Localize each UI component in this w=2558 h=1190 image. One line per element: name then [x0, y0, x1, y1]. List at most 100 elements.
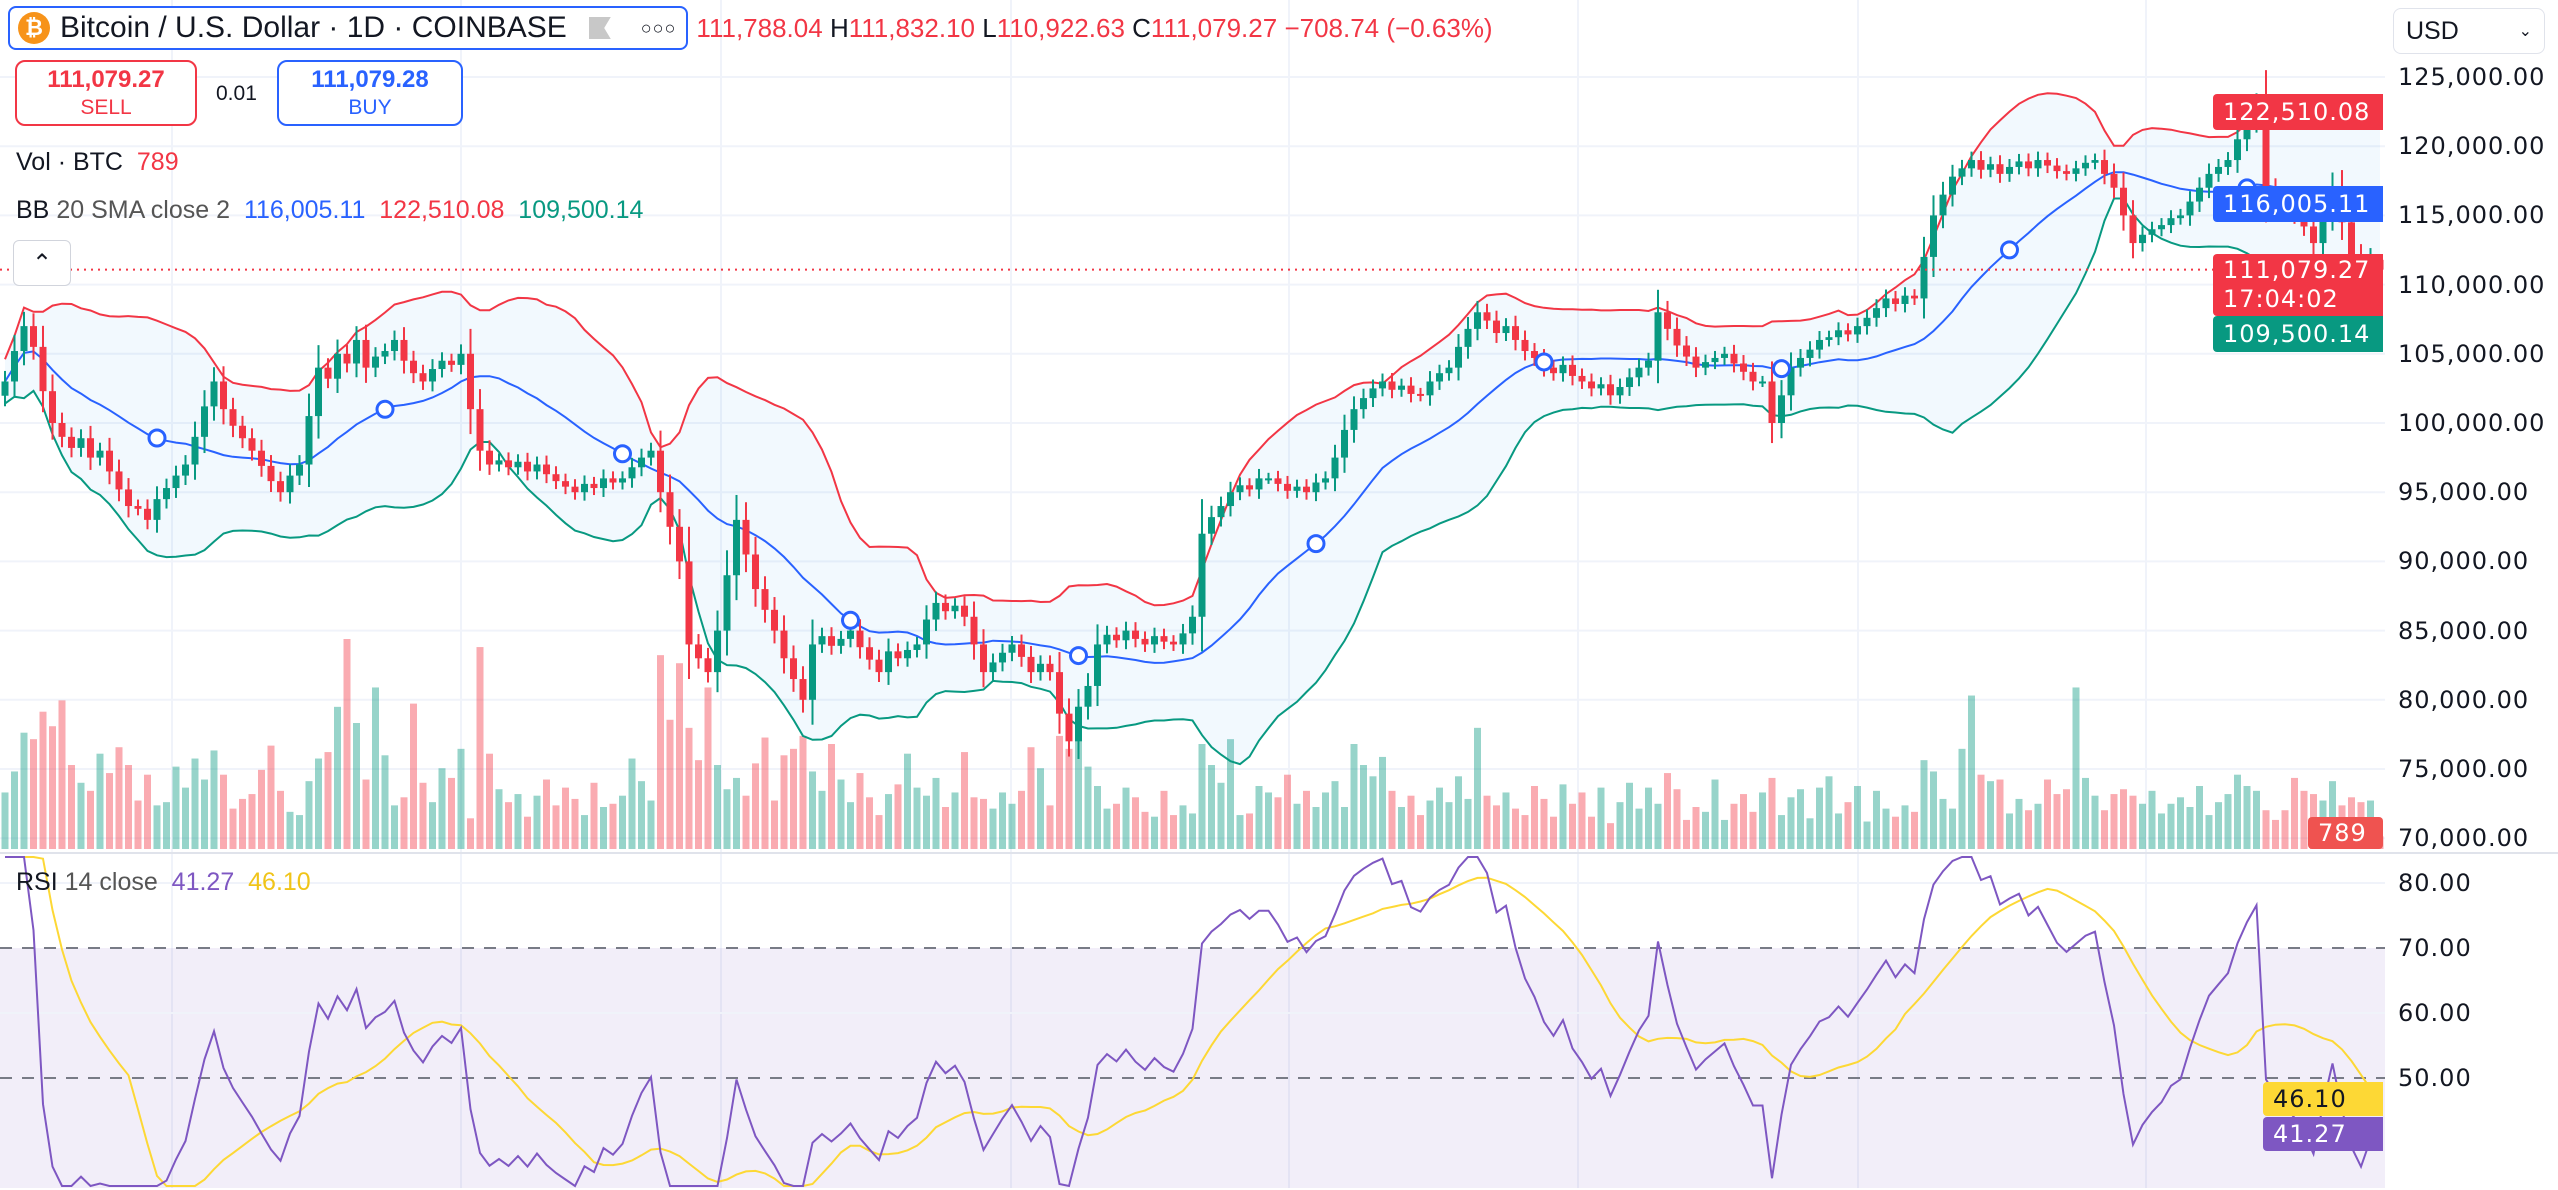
candle-body — [799, 679, 807, 700]
candle-body — [87, 438, 94, 458]
candle — [106, 437, 113, 485]
candle — [1531, 343, 1538, 366]
candle — [1303, 479, 1310, 500]
candle-body — [2129, 215, 2137, 244]
candle-body — [638, 457, 645, 468]
volume-bar — [2205, 815, 2213, 849]
candle — [657, 430, 664, 513]
buy-button[interactable]: 111,079.28 BUY — [277, 60, 463, 126]
volume-bar — [1227, 739, 1234, 849]
candle — [619, 471, 626, 490]
candle-body — [875, 659, 883, 673]
candle-body — [619, 478, 626, 483]
candle-body — [1854, 326, 1861, 335]
candle — [1388, 373, 1396, 399]
candle — [1844, 323, 1852, 342]
candle-body — [2139, 234, 2146, 244]
rsi-line — [5, 856, 2381, 1188]
candle-body — [1094, 644, 1101, 686]
volume-tag: 789 — [2308, 817, 2383, 849]
candle-body — [1721, 353, 1728, 358]
candle — [2006, 159, 2013, 182]
volume-bar — [1350, 744, 1358, 849]
bb-lower-line — [4, 197, 2381, 766]
candle — [1512, 315, 1519, 351]
candle — [951, 598, 959, 619]
more-icon[interactable]: ○○○ — [640, 17, 677, 38]
candle — [1113, 627, 1120, 648]
candle — [1170, 635, 1177, 651]
volume-bar — [571, 798, 579, 849]
candle-body — [115, 471, 123, 490]
event-marker-icon — [613, 444, 632, 464]
volume-bar — [543, 779, 550, 849]
candle — [514, 454, 522, 475]
flag-icon[interactable] — [588, 17, 611, 39]
candle-body — [2177, 215, 2184, 219]
volume-bar — [1265, 792, 1272, 849]
candle-body — [999, 652, 1006, 663]
volume-bar — [885, 794, 892, 849]
price-axis-label: 70,000.00 — [2398, 824, 2530, 853]
volume-bar — [619, 795, 626, 849]
rsi-axis-label: 80.00 — [2398, 869, 2472, 897]
candle-body — [134, 506, 142, 509]
volume-bar — [581, 815, 588, 849]
volume-bar — [2253, 790, 2260, 849]
candle-body — [1379, 381, 1386, 389]
bb-legend[interactable]: BB 20 SMA close 2 116,005.11 122,510.08 … — [16, 196, 643, 225]
collapse-legend-button[interactable]: ⌃ — [13, 240, 71, 286]
candle — [1284, 475, 1291, 499]
volume-bar — [1274, 797, 1282, 849]
candle-body — [1, 381, 9, 396]
candle — [1369, 379, 1377, 408]
candle-body — [1616, 387, 1624, 396]
close-label: C — [1132, 12, 1151, 43]
candle-body — [1151, 636, 1158, 645]
volume-bar — [2025, 810, 2032, 849]
candle-body — [1236, 485, 1244, 493]
candle — [1920, 236, 1928, 319]
symbol-info[interactable]: ₿ Bitcoin / U.S. Dollar · 1D · COINBASE … — [8, 6, 689, 50]
rsi-legend[interactable]: RSI 14 close 41.27 46.10 — [16, 868, 311, 897]
candle — [524, 452, 531, 481]
candle-body — [96, 450, 104, 458]
volume-bar — [2196, 786, 2203, 849]
low-label: L — [982, 12, 997, 43]
candle-body — [562, 481, 569, 487]
currency-select[interactable]: USD ⌄ — [2393, 8, 2545, 54]
volume-bar — [11, 771, 18, 849]
volume-bar — [1531, 786, 1538, 849]
candle-body — [1635, 367, 1643, 378]
candle-body — [742, 519, 750, 555]
candle-body — [552, 474, 560, 482]
volume-legend[interactable]: Vol · BTC 789 — [16, 148, 179, 177]
candle — [1046, 655, 1054, 681]
candle — [334, 339, 341, 393]
candle-body — [1882, 298, 1890, 309]
candle-body — [752, 554, 759, 590]
volume-bar — [866, 797, 873, 849]
candle — [372, 347, 379, 378]
volume-bar — [1721, 819, 1728, 849]
candle-body — [58, 423, 66, 437]
bb-fill — [5, 93, 2380, 765]
candle — [1768, 361, 1776, 444]
volume-bar — [685, 727, 693, 849]
candle-body — [1664, 312, 1671, 329]
volume-bar — [1977, 774, 1985, 849]
candle — [2034, 151, 2042, 177]
volume-bar — [856, 773, 864, 849]
volume-bar — [305, 781, 313, 849]
candle-body — [125, 489, 132, 507]
candle — [410, 350, 417, 384]
candle — [543, 455, 550, 484]
candle-body — [970, 616, 978, 645]
candle — [733, 494, 740, 601]
candle-body — [2025, 161, 2032, 169]
candle-body — [2243, 121, 2251, 140]
close-value: 111,079.27 — [1150, 12, 1278, 43]
candle — [1835, 322, 1842, 346]
sell-button[interactable]: 111,079.27 SELL — [15, 60, 197, 126]
